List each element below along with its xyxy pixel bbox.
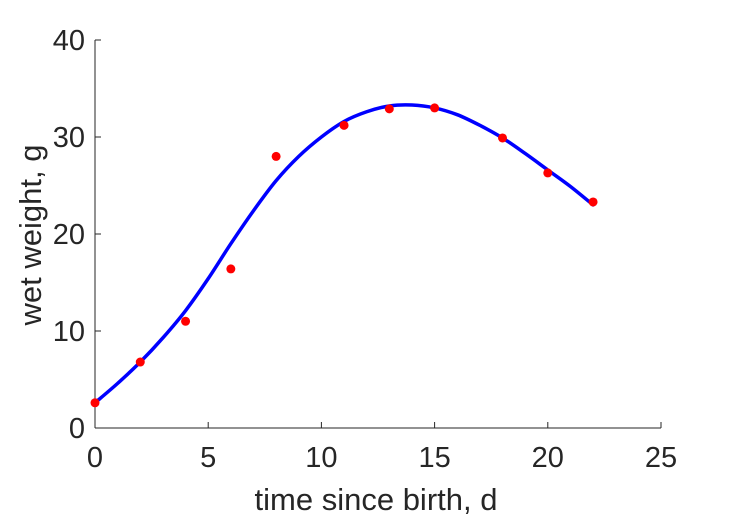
x-tick-label: 0	[87, 442, 103, 474]
data-point	[384, 104, 394, 114]
data-point	[90, 398, 100, 408]
data-points-layer	[90, 103, 598, 408]
fit-curve-layer	[93, 103, 595, 405]
data-point	[135, 357, 145, 367]
y-tick-label: 0	[69, 413, 85, 445]
y-tick-label: 10	[53, 316, 85, 348]
y-axis-label: wet weight, g	[13, 145, 48, 327]
y-tick-label: 40	[53, 25, 85, 57]
data-point	[588, 197, 598, 207]
y-tick-label: 20	[53, 219, 85, 251]
data-point	[271, 151, 281, 161]
x-tick-label: 15	[418, 442, 450, 474]
y-tick-label: 30	[53, 122, 85, 154]
x-tick-label: 25	[645, 442, 677, 474]
data-point	[339, 120, 349, 130]
data-point	[226, 264, 236, 274]
fit-curve	[93, 103, 595, 405]
x-tick-label: 20	[532, 442, 564, 474]
data-point	[498, 133, 508, 143]
data-point	[181, 316, 191, 326]
axes: 0 5 10 15 20 25 0 10 20 30 40	[53, 25, 677, 474]
x-tick-label: 10	[305, 442, 337, 474]
x-tick-label: 5	[200, 442, 216, 474]
data-point	[430, 103, 440, 113]
data-point	[543, 168, 553, 178]
x-axis-label: time since birth, d	[255, 482, 498, 517]
